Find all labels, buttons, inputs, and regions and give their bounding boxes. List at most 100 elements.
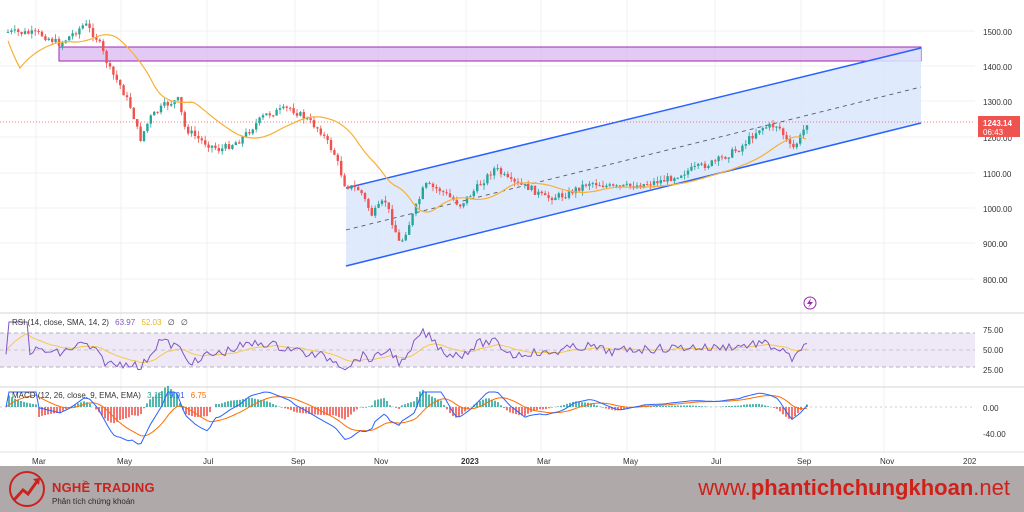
macd-histogram-bar <box>35 404 37 407</box>
macd-histogram-bar <box>509 407 511 413</box>
candle-body <box>363 193 367 200</box>
price-axis-label: 1000.00 <box>983 205 1012 214</box>
macd-pane[interactable]: MACD (12, 26, close, 9, EMA, EMA) 3.16 9… <box>0 385 1006 445</box>
macd-histogram-bar <box>728 406 730 407</box>
candle-body <box>85 23 88 26</box>
macd-histogram-bar <box>8 395 10 407</box>
macd-histogram-bar <box>245 398 247 407</box>
candle-body <box>221 148 224 152</box>
macd-histogram-bar <box>233 400 235 407</box>
macd-histogram-bar <box>335 407 337 416</box>
macd-histogram-bar <box>149 399 151 407</box>
macd-histogram-bar <box>167 385 169 407</box>
macd-histogram-bar <box>146 403 148 407</box>
main-price-pane[interactable] <box>0 0 975 452</box>
macd-histogram-bar <box>524 407 526 416</box>
macd-histogram-bar <box>779 407 781 412</box>
candle-body <box>391 209 394 226</box>
candle-body <box>748 135 751 145</box>
candle-body <box>710 160 713 166</box>
candle-body <box>765 127 768 129</box>
brand-name: NGHỀ TRADING <box>52 480 155 495</box>
macd-histogram-bar <box>131 407 133 416</box>
price-axis[interactable]: 1500.00 1400.00 1300.00 1200.00 1100.00 … <box>978 28 1020 285</box>
candle-body <box>105 51 108 64</box>
candle-body <box>166 102 169 106</box>
chart-canvas[interactable]: 1500.00 1400.00 1300.00 1200.00 1100.00 … <box>0 0 1024 466</box>
candle-body <box>91 28 95 38</box>
candle-body <box>397 232 401 241</box>
candle-body <box>238 142 241 144</box>
macd-histogram-bar <box>551 407 553 408</box>
candle-body <box>438 188 441 192</box>
macd-signal-line <box>5 394 808 437</box>
macd-legend[interactable]: MACD (12, 26, close, 9, EMA, EMA) 3.16 9… <box>12 391 207 400</box>
macd-histogram-bar <box>512 407 514 414</box>
macd-histogram-bar <box>677 405 679 407</box>
macd-histogram-bar <box>482 399 484 407</box>
macd-histogram-bar <box>296 407 298 413</box>
candle-body <box>384 200 387 203</box>
macd-histogram-bar <box>467 407 469 410</box>
candle-body <box>805 125 809 130</box>
time-axis[interactable]: Mar May Jul Sep Nov 2023 Mar May Jul Sep… <box>0 451 1024 466</box>
macd-histogram-bar <box>41 407 43 416</box>
macd-histogram-bar <box>107 407 109 421</box>
candle-body <box>408 225 411 235</box>
rsi-legend[interactable]: RSI (14, close, SMA, 14, 2) 63.97 52.03 … <box>12 318 188 327</box>
candle-body <box>431 183 435 188</box>
macd-histogram-bar <box>767 406 769 407</box>
website-link[interactable]: www.phantichchungkhoan.net <box>698 475 1010 501</box>
candle-body <box>190 130 193 134</box>
candle-body <box>802 129 805 136</box>
candle-body <box>605 185 608 188</box>
candle-body <box>353 185 356 188</box>
macd-histogram-bar <box>170 389 172 407</box>
macd-histogram-bar <box>200 407 202 417</box>
macd-histogram-bar <box>215 403 217 407</box>
macd-histogram-bar <box>311 407 313 415</box>
macd-histogram-bar <box>314 407 316 415</box>
candle-body <box>459 204 462 207</box>
candle-body <box>540 191 543 194</box>
resistance-zone-rectangle[interactable] <box>58 46 922 62</box>
macd-histogram-bar <box>590 403 592 407</box>
macd-histogram-bar <box>437 399 439 407</box>
macd-histogram-bar <box>422 389 424 407</box>
candle-body <box>707 165 710 169</box>
candle-body <box>102 41 105 52</box>
macd-histogram-bar <box>506 407 508 411</box>
macd-histogram-bar <box>695 405 697 407</box>
candle-body <box>496 168 499 170</box>
candle-body <box>30 30 33 34</box>
macd-histogram-bar <box>218 403 220 407</box>
channel-upper-line[interactable] <box>345 47 922 189</box>
macd-histogram-bar <box>773 407 775 408</box>
macd-histogram-bar <box>17 399 19 407</box>
macd-histogram-bar <box>356 407 358 410</box>
lightning-icon[interactable] <box>803 296 817 310</box>
macd-histogram-bar <box>536 407 538 411</box>
macd-histogram-bar <box>764 405 766 407</box>
macd-histogram-bar <box>749 404 751 407</box>
candle-body <box>268 113 271 116</box>
candle-body <box>486 174 489 184</box>
rsi-pane[interactable]: RSI (14, close, SMA, 14, 2) 63.97 52.03 … <box>0 318 1004 375</box>
channel-lower-line[interactable] <box>345 122 922 267</box>
candle-body <box>204 140 207 145</box>
macd-histogram-bar <box>548 407 550 409</box>
candle-body <box>251 129 254 134</box>
macd-histogram-bar <box>32 403 34 407</box>
candle-body <box>659 180 662 184</box>
macd-histogram-bar <box>179 403 181 407</box>
candle-body <box>557 193 560 198</box>
candle-body <box>523 183 526 185</box>
macd-histogram-bar <box>257 399 259 407</box>
macd-histogram-bar <box>698 405 700 407</box>
candle-body <box>156 111 159 113</box>
macd-histogram-bar <box>611 407 613 410</box>
candle-body <box>142 131 146 141</box>
candle-body <box>618 185 622 187</box>
candle-body <box>414 204 418 214</box>
macd-histogram-bar <box>446 407 448 410</box>
